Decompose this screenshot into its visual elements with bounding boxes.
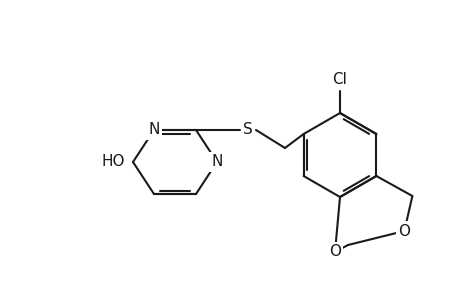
Text: S: S [243,122,252,137]
Text: O: O [328,244,340,260]
Text: N: N [211,154,222,169]
Text: N: N [148,122,159,137]
Text: Cl: Cl [332,72,347,87]
Text: O: O [397,224,409,238]
Text: HO: HO [101,154,125,169]
